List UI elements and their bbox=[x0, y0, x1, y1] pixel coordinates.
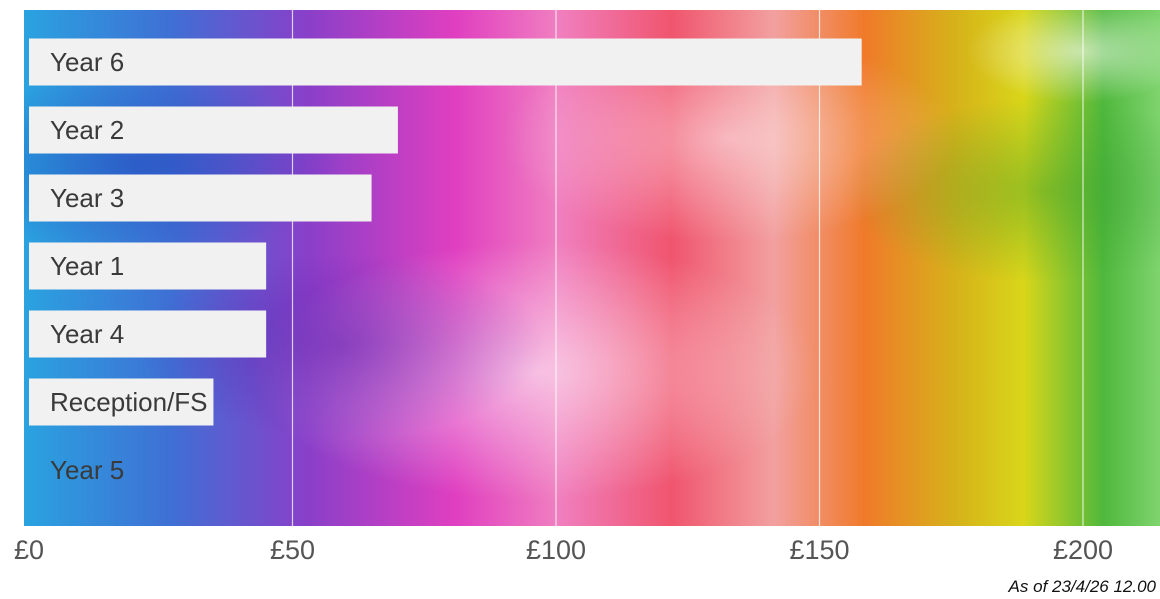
bar bbox=[29, 310, 267, 358]
bars: Year 6 Year 2 Year 3 Year 1 Year 4 Reception/… bbox=[29, 38, 862, 485]
bar bbox=[29, 174, 372, 222]
bar-label: Year 3 bbox=[50, 183, 124, 213]
bar bbox=[29, 378, 214, 426]
gridlines bbox=[291, 10, 1084, 526]
bar bbox=[29, 242, 267, 290]
x-tick-label: £100 bbox=[526, 535, 586, 565]
x-tick-label: £0 bbox=[14, 535, 44, 565]
timestamp-note: As of 23/4/26 12.00 bbox=[1008, 577, 1156, 596]
bar-label: Year 6 bbox=[50, 47, 124, 77]
x-tick-label: £200 bbox=[1053, 535, 1113, 565]
bar bbox=[29, 38, 862, 86]
bar-label: Year 4 bbox=[50, 319, 124, 349]
bar-label: Reception/FS bbox=[50, 387, 208, 417]
x-tick-label: £150 bbox=[789, 535, 849, 565]
bar-label: Year 2 bbox=[50, 115, 124, 145]
x-axis-ticks: £0 £50 £100 £150 £200 bbox=[14, 535, 1113, 565]
bar bbox=[29, 106, 398, 154]
bar-label: Year 5 bbox=[50, 455, 124, 485]
bar-label: Year 1 bbox=[50, 251, 124, 281]
x-tick-label: £50 bbox=[270, 535, 315, 565]
